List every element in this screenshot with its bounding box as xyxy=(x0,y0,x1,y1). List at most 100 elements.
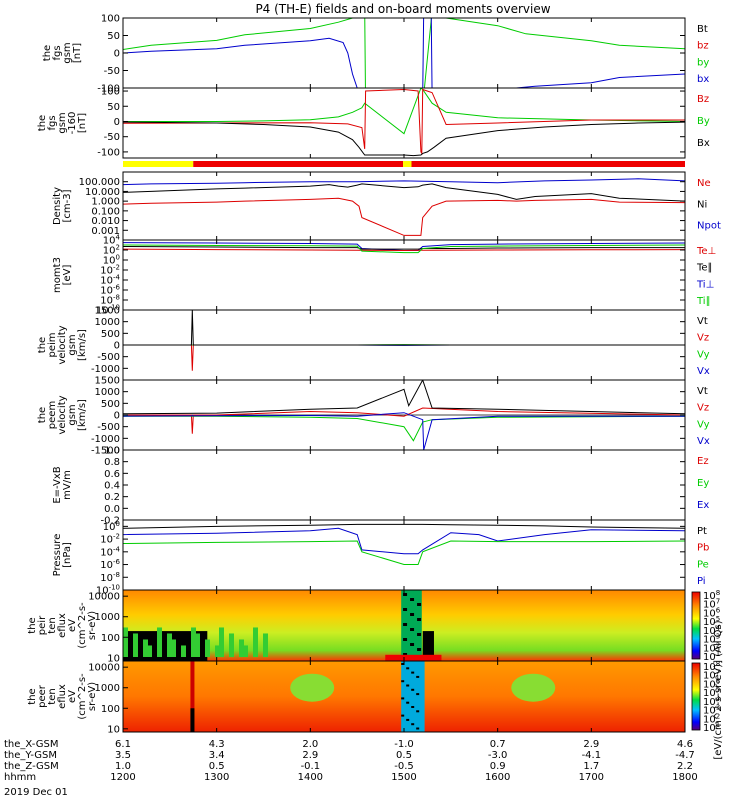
y-tick-label: 102 xyxy=(103,244,120,257)
heatmap-speckle xyxy=(263,633,268,657)
y-axis-label-line: eflux xyxy=(57,613,68,638)
y-tick-label: 10-2 xyxy=(100,264,120,277)
heatmap-speckle xyxy=(123,627,128,657)
heatmap-speckle xyxy=(403,593,408,596)
series-bx xyxy=(123,18,685,88)
y-tick-label: -100 xyxy=(97,84,120,95)
heatmap-speckle xyxy=(133,633,138,657)
y-axis-label: momt3 [eV] xyxy=(52,257,73,293)
x-axis-value: 1400 xyxy=(298,772,323,783)
series-Vt xyxy=(123,380,685,415)
y-axis-label: Density [cm-3] xyxy=(52,187,73,225)
heatmap-speckle xyxy=(239,639,244,657)
heatmap-speckle xyxy=(403,623,408,626)
panel-background xyxy=(123,520,685,590)
y-tick-label: 0.6 xyxy=(104,469,120,480)
x-axis-value: -4.1 xyxy=(582,750,602,761)
colorbar-tick-label: 102 xyxy=(703,712,720,725)
y-axis-label-line: gsm xyxy=(67,404,78,425)
status-bar-yellow xyxy=(403,161,412,167)
status-bar-red xyxy=(193,161,404,167)
y-tick-label: 10-8 xyxy=(100,571,120,584)
y-tick-label: -1000 xyxy=(91,364,120,375)
y-axis-label-line: the xyxy=(37,337,48,353)
y-tick-label: -500 xyxy=(97,422,120,433)
heatmap-speckle xyxy=(406,718,410,721)
legend-item: Vy xyxy=(697,419,710,430)
heatmap-speckle xyxy=(406,701,410,704)
legend-item: Ti⊥ xyxy=(696,279,714,290)
legend-item: Ez xyxy=(697,456,709,467)
heatmap-stripe xyxy=(190,708,195,732)
y-axis-label: the fgs gsm -160 [nT] xyxy=(37,112,88,135)
y-tick-label: 50 xyxy=(107,102,120,113)
x-axis-value: 0.7 xyxy=(490,739,506,750)
y-axis-label-line: gsm xyxy=(62,42,73,63)
y-tick-label: 10000 xyxy=(88,592,120,603)
y-tick-label: 1500 xyxy=(95,376,120,387)
y-axis-label-line: [km/s] xyxy=(77,329,88,361)
series-Ti∥ xyxy=(123,244,685,254)
heatmap-speckle xyxy=(406,684,410,687)
y-tick-label: -50 xyxy=(104,132,120,143)
heatmap-gap xyxy=(401,590,422,661)
series-Bz xyxy=(123,88,685,156)
heatmap-speckle xyxy=(416,710,420,713)
series-Vz xyxy=(123,407,685,434)
y-tick-label: -500 xyxy=(97,352,120,363)
y-axis-label-line: gsm xyxy=(57,112,68,133)
y-tick-label: 0 xyxy=(114,341,120,352)
series-Npot xyxy=(123,178,685,186)
y-axis-label-line: peir xyxy=(37,615,48,635)
y-tick-label: 0.001 xyxy=(91,226,120,237)
legend-item: bx xyxy=(697,74,709,85)
series-group xyxy=(123,178,685,236)
x-axis-row-label: the_X-GSM xyxy=(4,739,58,750)
y-axis-label: E=-VxB mV/m xyxy=(52,466,73,503)
series-group xyxy=(123,18,685,88)
panel-efield: 1.00.80.60.40.20.0-0.2 Ez Ey Ex E=-VxB mV/m xyxy=(52,446,709,527)
heatmap-speckle xyxy=(205,639,210,657)
y-axis-label-line: mV/m xyxy=(62,470,73,500)
heatmap-speckle xyxy=(417,633,422,636)
heatmap-speckle xyxy=(181,645,186,657)
heatmap-blob xyxy=(290,673,335,702)
x-axis-value: 1.0 xyxy=(115,761,131,772)
y-axis-label-line: Pressure xyxy=(52,534,63,577)
y-tick-label: 0.4 xyxy=(104,481,120,492)
colorbar-tick-label: 108 xyxy=(703,660,720,673)
legend-item: Vx xyxy=(697,366,710,377)
heatmap-speckle xyxy=(401,714,405,717)
y-tick-label: 1.0 xyxy=(104,446,120,457)
panel-background xyxy=(123,18,685,88)
legend-item: Vx xyxy=(697,436,710,447)
y-tick-label: -1000 xyxy=(91,434,120,445)
series-group xyxy=(123,88,685,157)
legend-item: Bz xyxy=(697,94,709,105)
heatmap-speckle xyxy=(167,633,172,657)
legend-item: Bx xyxy=(697,138,710,149)
legend-item: Pt xyxy=(697,526,707,537)
colorbar-tick-label: 104 xyxy=(703,695,721,708)
y-axis-label-line: the xyxy=(27,617,38,633)
x-axis-row-label: the_Z-GSM xyxy=(4,761,59,772)
y-tick-label: 10-4 xyxy=(100,545,120,558)
y-axis-label: the peim velocity gsm [km/s] xyxy=(37,325,88,364)
heatmap-speckle xyxy=(410,643,415,646)
y-axis-label-line: velocity xyxy=(57,325,68,364)
y-tick-label: -1500 xyxy=(91,446,120,457)
colorbar-tick-label: 101 xyxy=(703,650,720,663)
chart-title: P4 (TH-E) fields and on-board moments ov… xyxy=(255,2,550,16)
legend-item: Vt xyxy=(697,386,708,397)
y-tick-label: 10 xyxy=(107,653,120,664)
heatmap-gap xyxy=(401,661,425,732)
legend-item: Vz xyxy=(697,403,709,414)
y-tick-label: 500 xyxy=(101,399,120,410)
panel-background xyxy=(123,450,685,520)
heatmap-speckle xyxy=(416,727,420,730)
heatmap-speckle xyxy=(243,645,248,657)
panel-background xyxy=(123,172,685,240)
heatmap-speckle xyxy=(401,697,405,700)
y-axis-label-line: the xyxy=(37,407,48,423)
